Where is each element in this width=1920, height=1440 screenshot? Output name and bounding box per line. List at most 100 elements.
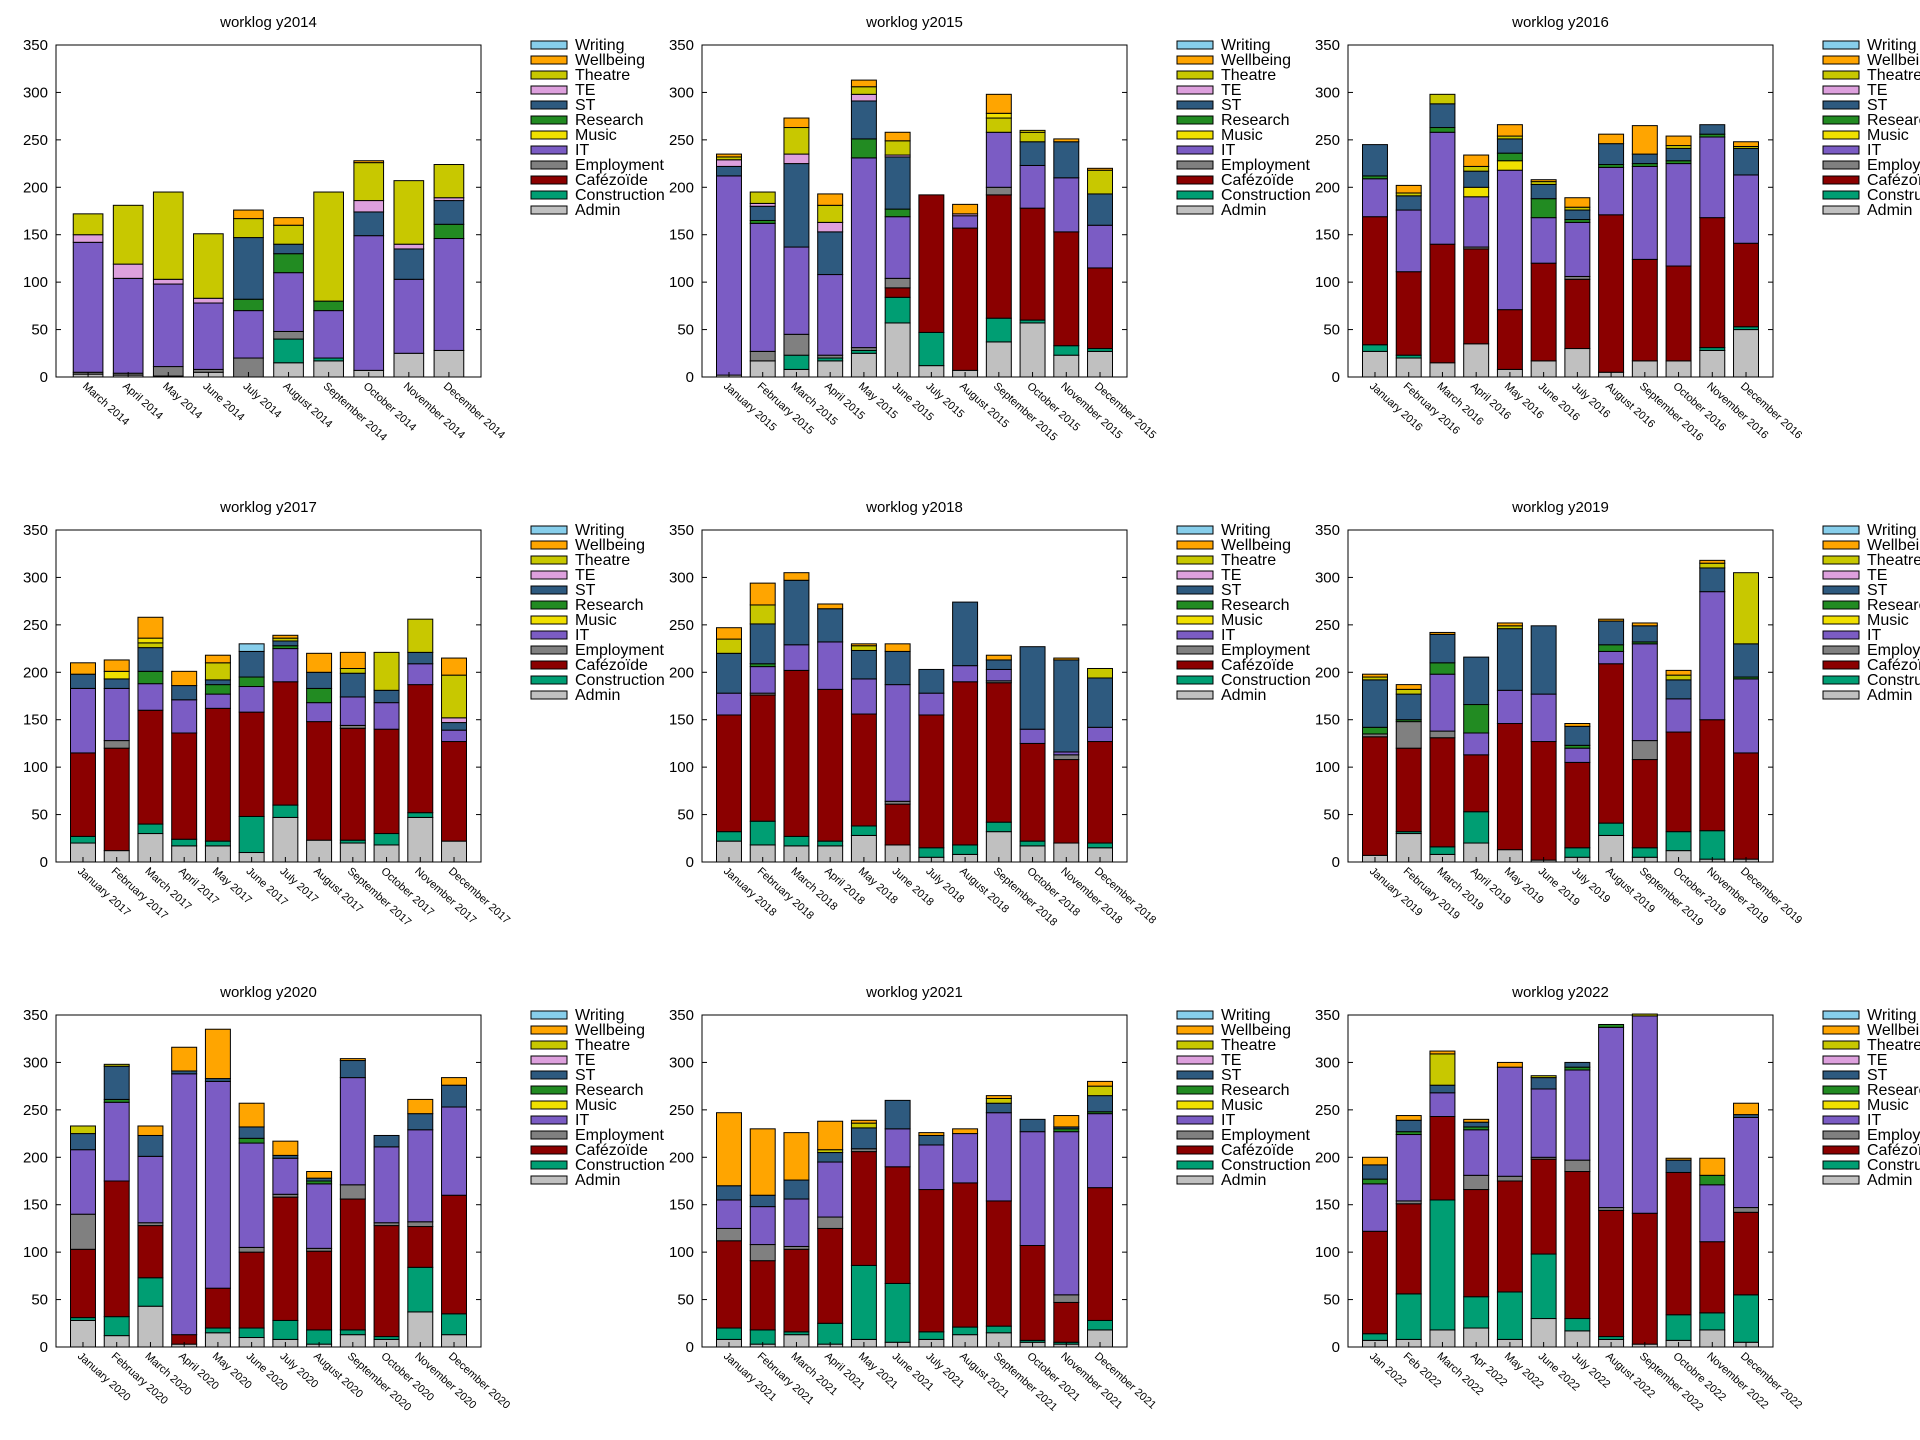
bar-segment-it <box>1564 221 1591 277</box>
ytick-label: 350 <box>23 522 48 539</box>
bar-segment-it <box>112 277 144 374</box>
bar-segment-it <box>1699 591 1726 721</box>
bar-segment-wellbeing <box>407 1098 434 1115</box>
bar-segment-it <box>952 215 979 229</box>
xtick-label: November 2016 <box>1704 380 1770 441</box>
legend-swatch <box>1822 100 1860 110</box>
bar-segment-wellbeing <box>272 634 299 639</box>
legend-label: ST <box>1221 97 1242 114</box>
bar-segment-it <box>1429 131 1456 245</box>
xtick-label: June 2014 <box>200 380 246 423</box>
bar-segment-research <box>1530 198 1557 219</box>
legend-label: Cafézoïde <box>1867 657 1920 674</box>
bar-segment-theatre <box>1699 562 1726 569</box>
bar-segment-research <box>1362 726 1388 735</box>
bar-segment-st <box>1665 147 1692 162</box>
bar-segment-it <box>817 641 844 690</box>
bar-segment-st <box>1362 679 1388 728</box>
legend-swatch <box>1822 85 1860 95</box>
bar-segment-caf-zo-de <box>1053 759 1080 844</box>
legend-swatch <box>530 85 568 95</box>
bar-segment-st <box>783 579 810 646</box>
bar-segment-it <box>1665 163 1692 267</box>
legend-swatch <box>1822 160 1860 170</box>
bar-segment-it <box>407 663 434 686</box>
bar-segment-st <box>1733 147 1759 176</box>
bar-segment-wellbeing <box>306 1171 333 1179</box>
legend-label: IT <box>575 1112 589 1129</box>
bar-segment-caf-zo-de <box>306 721 333 841</box>
legend-swatch <box>1822 570 1860 580</box>
legend-swatch <box>1176 70 1214 80</box>
legend-swatch <box>530 40 568 50</box>
legend-swatch <box>1822 1145 1860 1155</box>
bar-segment-research <box>1463 704 1490 734</box>
bar-segment-employment <box>884 277 911 289</box>
legend-label: Music <box>1867 1097 1909 1114</box>
legend-swatch <box>1822 1040 1860 1050</box>
bar-segment-construction <box>1087 842 1113 849</box>
bar-segment-caf-zo-de <box>1598 214 1625 373</box>
ytick-label: 350 <box>1315 37 1340 54</box>
legend-swatch <box>530 1025 568 1035</box>
bar-segment-theatre <box>70 1125 96 1135</box>
bar-segment-wellbeing <box>1463 154 1490 167</box>
legend-label: TE <box>1221 1052 1241 1069</box>
bar-segment-theatre <box>1530 1075 1557 1079</box>
legend-swatch <box>1822 690 1860 700</box>
legend-label: Theatre <box>1221 552 1276 569</box>
bar-segment-research <box>1362 1178 1388 1185</box>
bar-segment-caf-zo-de <box>850 1151 877 1266</box>
ytick-label: 250 <box>1315 132 1340 149</box>
legend-swatch <box>1822 190 1860 200</box>
legend-label: Music <box>575 127 617 144</box>
legend-label: Employment <box>575 642 664 659</box>
bar-segment-construction <box>1631 847 1658 858</box>
bar-segment-employment <box>1733 1207 1759 1213</box>
legend-swatch <box>530 190 568 200</box>
bar-segment-it <box>1496 689 1523 725</box>
bar-segment-it <box>373 702 400 730</box>
legend-swatch <box>530 145 568 155</box>
ytick-label: 350 <box>23 37 48 54</box>
bar-segment-wellbeing <box>1362 673 1388 678</box>
bar-segment-wellbeing <box>985 1095 1012 1099</box>
legend-label: Employment <box>1221 157 1310 174</box>
bar-segment-construction <box>985 1325 1012 1334</box>
legend-swatch <box>1822 70 1860 80</box>
bar-segment-wellbeing <box>783 117 810 129</box>
legend-swatch <box>530 540 568 550</box>
bar-segment-wellbeing <box>1564 723 1591 727</box>
legend-swatch <box>1176 130 1214 140</box>
legend-swatch <box>1176 570 1214 580</box>
bar-segment-st <box>1362 144 1388 177</box>
bar-segment-caf-zo-de <box>103 1180 130 1318</box>
bar-segment-it <box>1631 165 1658 260</box>
legend-swatch <box>530 1115 568 1125</box>
bar-segment-wellbeing <box>850 1119 877 1124</box>
bar-segment-it <box>353 235 385 371</box>
bar-segment-caf-zo-de <box>272 681 299 806</box>
bar-segment-music <box>1463 186 1490 198</box>
legend-label: TE <box>575 1052 595 1069</box>
ytick-label: 50 <box>31 807 48 824</box>
legend-label: ST <box>1867 97 1888 114</box>
legend-label: Admin <box>1221 1172 1266 1189</box>
bar-segment-construction <box>238 1327 265 1339</box>
bar-segment-it <box>1429 1092 1456 1117</box>
bar-segment-caf-zo-de <box>952 681 979 846</box>
legend-swatch <box>1176 1100 1214 1110</box>
legend-label: Admin <box>575 1172 620 1189</box>
legend-swatch <box>1176 1010 1214 1020</box>
bar-segment-st <box>1053 141 1080 179</box>
legend-label: IT <box>1867 1112 1881 1129</box>
bar-segment-st <box>339 1060 366 1079</box>
xtick-label: November 2015 <box>1058 380 1124 441</box>
bar-segment-wellbeing <box>952 203 979 215</box>
bar-segment-it <box>137 683 164 711</box>
legend-swatch <box>1176 585 1214 595</box>
bar-segment-theatre <box>441 674 467 719</box>
bar-segment-st <box>1564 725 1591 746</box>
ytick-label: 0 <box>40 1339 48 1356</box>
legend-label: Construction <box>575 187 665 204</box>
